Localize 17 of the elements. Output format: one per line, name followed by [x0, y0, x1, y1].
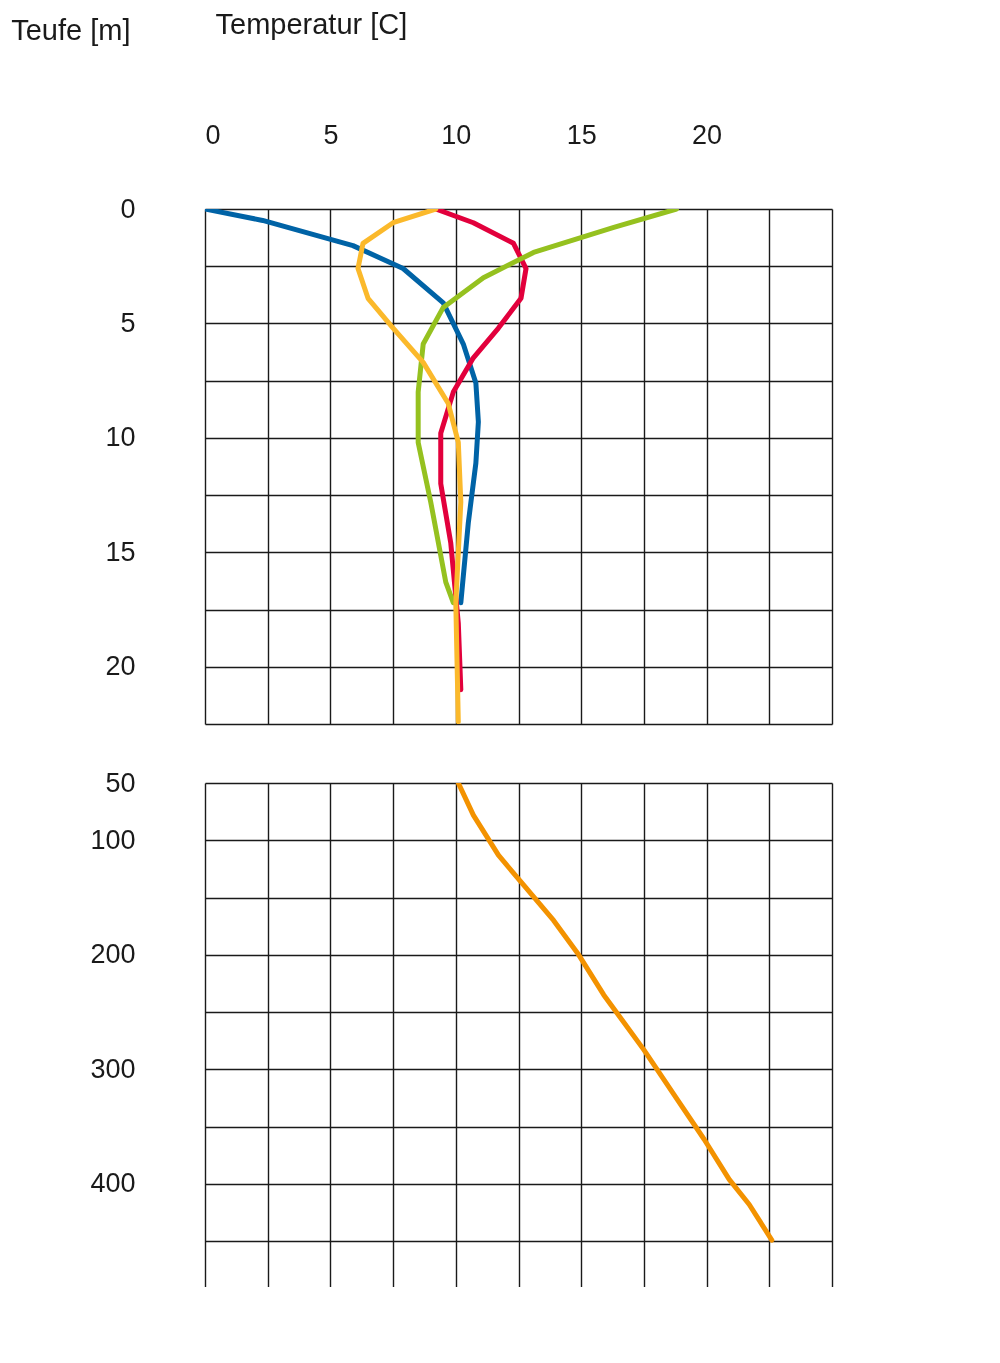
x-tick-label: 15: [566, 119, 597, 150]
x-tick-label: 5: [323, 119, 339, 150]
y-tick-label: 50: [105, 767, 136, 798]
y-tick-label: 300: [90, 1053, 136, 1084]
x-tick-label: 0: [205, 119, 221, 150]
y-tick-label: 5: [120, 307, 136, 338]
y-tick-label: 200: [90, 939, 136, 970]
y-tick-label: 0: [120, 193, 136, 224]
y-tick-label: 15: [105, 536, 136, 567]
x-tick-label: 20: [692, 119, 723, 150]
y-axis-title: Teufe [m]: [11, 13, 131, 46]
y-tick-label: 20: [105, 651, 136, 682]
y-tick-label: 100: [90, 824, 136, 855]
x-tick-label: 10: [441, 119, 472, 150]
y-tick-label: 10: [105, 422, 136, 453]
x-axis-title: Temperatur [C]: [215, 7, 408, 40]
y-tick-label: 400: [90, 1168, 136, 1199]
